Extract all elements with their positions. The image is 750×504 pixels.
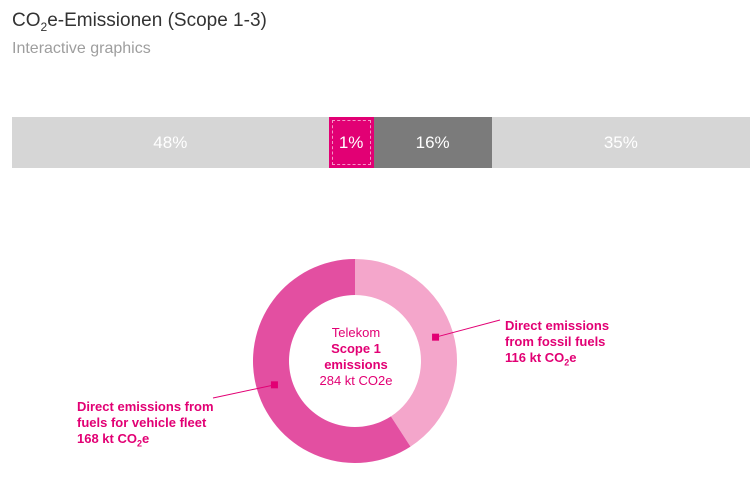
bar-segment-label-1: 48%: [153, 132, 188, 152]
title-prefix: CO: [12, 10, 41, 31]
page-title: CO2e-Emissionen (Scope 1-3): [12, 10, 267, 34]
bar-segment-label-2: 1%: [338, 132, 364, 152]
page-subtitle: Interactive graphics: [12, 40, 151, 57]
bar-segment-1[interactable]: 48%: [12, 117, 329, 168]
bar-segment-2[interactable]: 1%: [328, 117, 374, 168]
bar-segment-3[interactable]: 16%: [373, 117, 492, 168]
slice-value-vehicle: 168 kt CO2e: [77, 431, 150, 449]
center-total: 284 kt CO2e: [319, 373, 393, 388]
center-company: Telekom: [331, 325, 381, 340]
slice-label-fossil: Direct emissions from fossil fuels 116 k…: [505, 318, 625, 371]
title-suffix: e-Emissionen (Scope 1-3): [47, 10, 267, 31]
bar-segment-4[interactable]: 35%: [491, 117, 750, 168]
leader-marker-fossil: [432, 333, 440, 341]
slice-label-vehicle-text: Direct emissions from fuels for vehicle …: [77, 399, 214, 430]
title-subscript: 2: [40, 19, 48, 34]
slice-value-fossil: 116 kt CO2e: [505, 350, 577, 368]
donut-center-label: Telekom Scope 1 emissions 284 kt CO2e: [306, 325, 406, 389]
leader-line-fossil: [435, 319, 501, 338]
stacked-share-bar: 48% 1% 16% 35%: [12, 117, 750, 168]
donut-slice-vehicle[interactable]: [252, 259, 411, 463]
slice-label-fossil-text: Direct emissions from fossil fuels: [505, 318, 610, 349]
donut-slice-fossil[interactable]: [355, 259, 458, 447]
bar-segment-label-4: 35%: [603, 132, 638, 152]
center-emissions: emissions: [324, 357, 388, 372]
leader-marker-vehicle: [270, 381, 278, 389]
slice-label-vehicle: Direct emissions from fuels for vehicle …: [77, 399, 227, 452]
center-scope: Scope 1: [331, 341, 381, 356]
leader-line-vehicle: [212, 384, 275, 399]
bar-segment-label-3: 16%: [415, 132, 450, 152]
